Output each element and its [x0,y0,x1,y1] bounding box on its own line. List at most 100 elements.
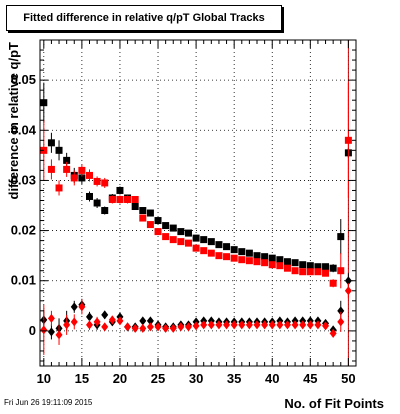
data-point-square [230,246,238,254]
data-point-diamond [337,317,345,327]
data-point-diamond [253,320,261,330]
data-point-diamond [146,316,154,326]
data-point-diamond [139,323,147,333]
data-point-diamond [78,302,86,312]
data-point-diamond [47,313,55,323]
data-point-square [116,195,124,203]
y-tick-label: 0 [29,323,36,338]
data-point-diamond [306,320,314,330]
data-point-diamond [101,322,109,332]
x-tick-label: 50 [341,371,355,386]
data-point-square [261,253,269,261]
x-tick-label: 40 [265,371,279,386]
data-point-diamond [268,320,276,330]
data-point-square [131,203,139,211]
timestamp-footer: Fri Jun 26 19:11:09 2015 [4,398,93,407]
data-point-square [322,269,330,277]
data-point-diamond [85,312,93,322]
plot-frame [39,39,357,367]
data-point-diamond [169,323,177,333]
data-point-square [101,179,109,187]
data-point-square [207,238,215,246]
y-tick-label: 0.05 [11,72,36,87]
data-point-diamond [291,320,299,330]
data-point-square [93,177,101,185]
data-point-square [184,229,192,237]
data-point-square [154,228,162,236]
x-axis-title: No. of Fit Points [284,396,384,411]
data-point-diamond [329,328,337,338]
data-point-square [70,174,78,182]
data-point-square [177,238,185,246]
data-point-square [261,259,269,267]
data-markers [40,82,352,355]
data-point-diamond [344,286,352,296]
data-point-square [162,222,170,230]
data-point-square [299,268,307,276]
data-point-diamond [146,322,154,332]
data-point-square [169,236,177,244]
data-point-diamond [40,325,48,335]
data-point-square [139,214,147,222]
data-point-diamond [101,310,109,320]
data-point-square [200,236,208,244]
data-point-diamond [55,330,63,340]
data-point-diamond [337,306,345,316]
data-point-square [47,165,55,173]
data-point-square [215,241,223,249]
data-point-square [245,257,253,265]
data-point-diamond [283,320,291,330]
data-point-square [169,224,177,232]
data-point-square [215,252,223,260]
data-point-diamond [93,317,101,327]
data-point-square [184,239,192,247]
data-point-square [223,253,231,261]
data-point-square [63,156,71,164]
data-point-diamond [230,320,238,330]
data-point-diamond [215,320,223,330]
data-point-square [63,165,71,173]
data-point-diamond [261,320,269,330]
y-axis-title: difference in relative q/pT [6,42,21,200]
data-point-diamond [200,320,208,330]
data-point-square [146,221,154,229]
data-point-square [329,279,337,287]
data-point-diamond [162,323,170,333]
data-point-diamond [139,316,147,326]
data-point-square [283,264,291,272]
data-point-square [268,261,276,269]
x-tick-label: 45 [303,371,317,386]
data-point-diamond [154,322,162,332]
data-point-diamond [70,302,78,312]
data-point-diamond [322,321,330,331]
data-point-square [268,254,276,262]
data-point-square [344,136,352,144]
data-point-diamond [85,320,93,330]
data-point-diamond [276,320,284,330]
data-point-square [276,262,284,270]
data-point-square [253,252,261,260]
data-point-diamond [223,320,231,330]
data-point-square [337,267,345,275]
x-tick-label: 20 [113,371,127,386]
data-point-diamond [238,320,246,330]
data-point-square [223,243,231,251]
x-tick-label: 25 [151,371,165,386]
data-point-diamond [299,320,307,330]
data-point-square [55,146,63,154]
data-point-square [291,267,299,275]
data-point-diamond [131,323,139,333]
data-point-square [85,171,93,179]
data-point-square [306,268,314,276]
axes: 10 15 20 25 30 35 40 45 50 0 0.01 0.02 0.03 0.04 0.05d… [6,39,357,386]
data-point-square [291,259,299,267]
data-point-square [337,233,345,241]
data-point-square [146,209,154,217]
data-point-square [78,166,86,174]
y-tick-label: 0.04 [11,122,37,137]
data-point-diamond [207,320,215,330]
chart-title: Fitted difference in relative q/pT Globa… [6,5,282,31]
data-point-square [162,233,170,241]
y-tick-label: 0.03 [11,172,36,187]
data-point-diamond [116,316,124,326]
